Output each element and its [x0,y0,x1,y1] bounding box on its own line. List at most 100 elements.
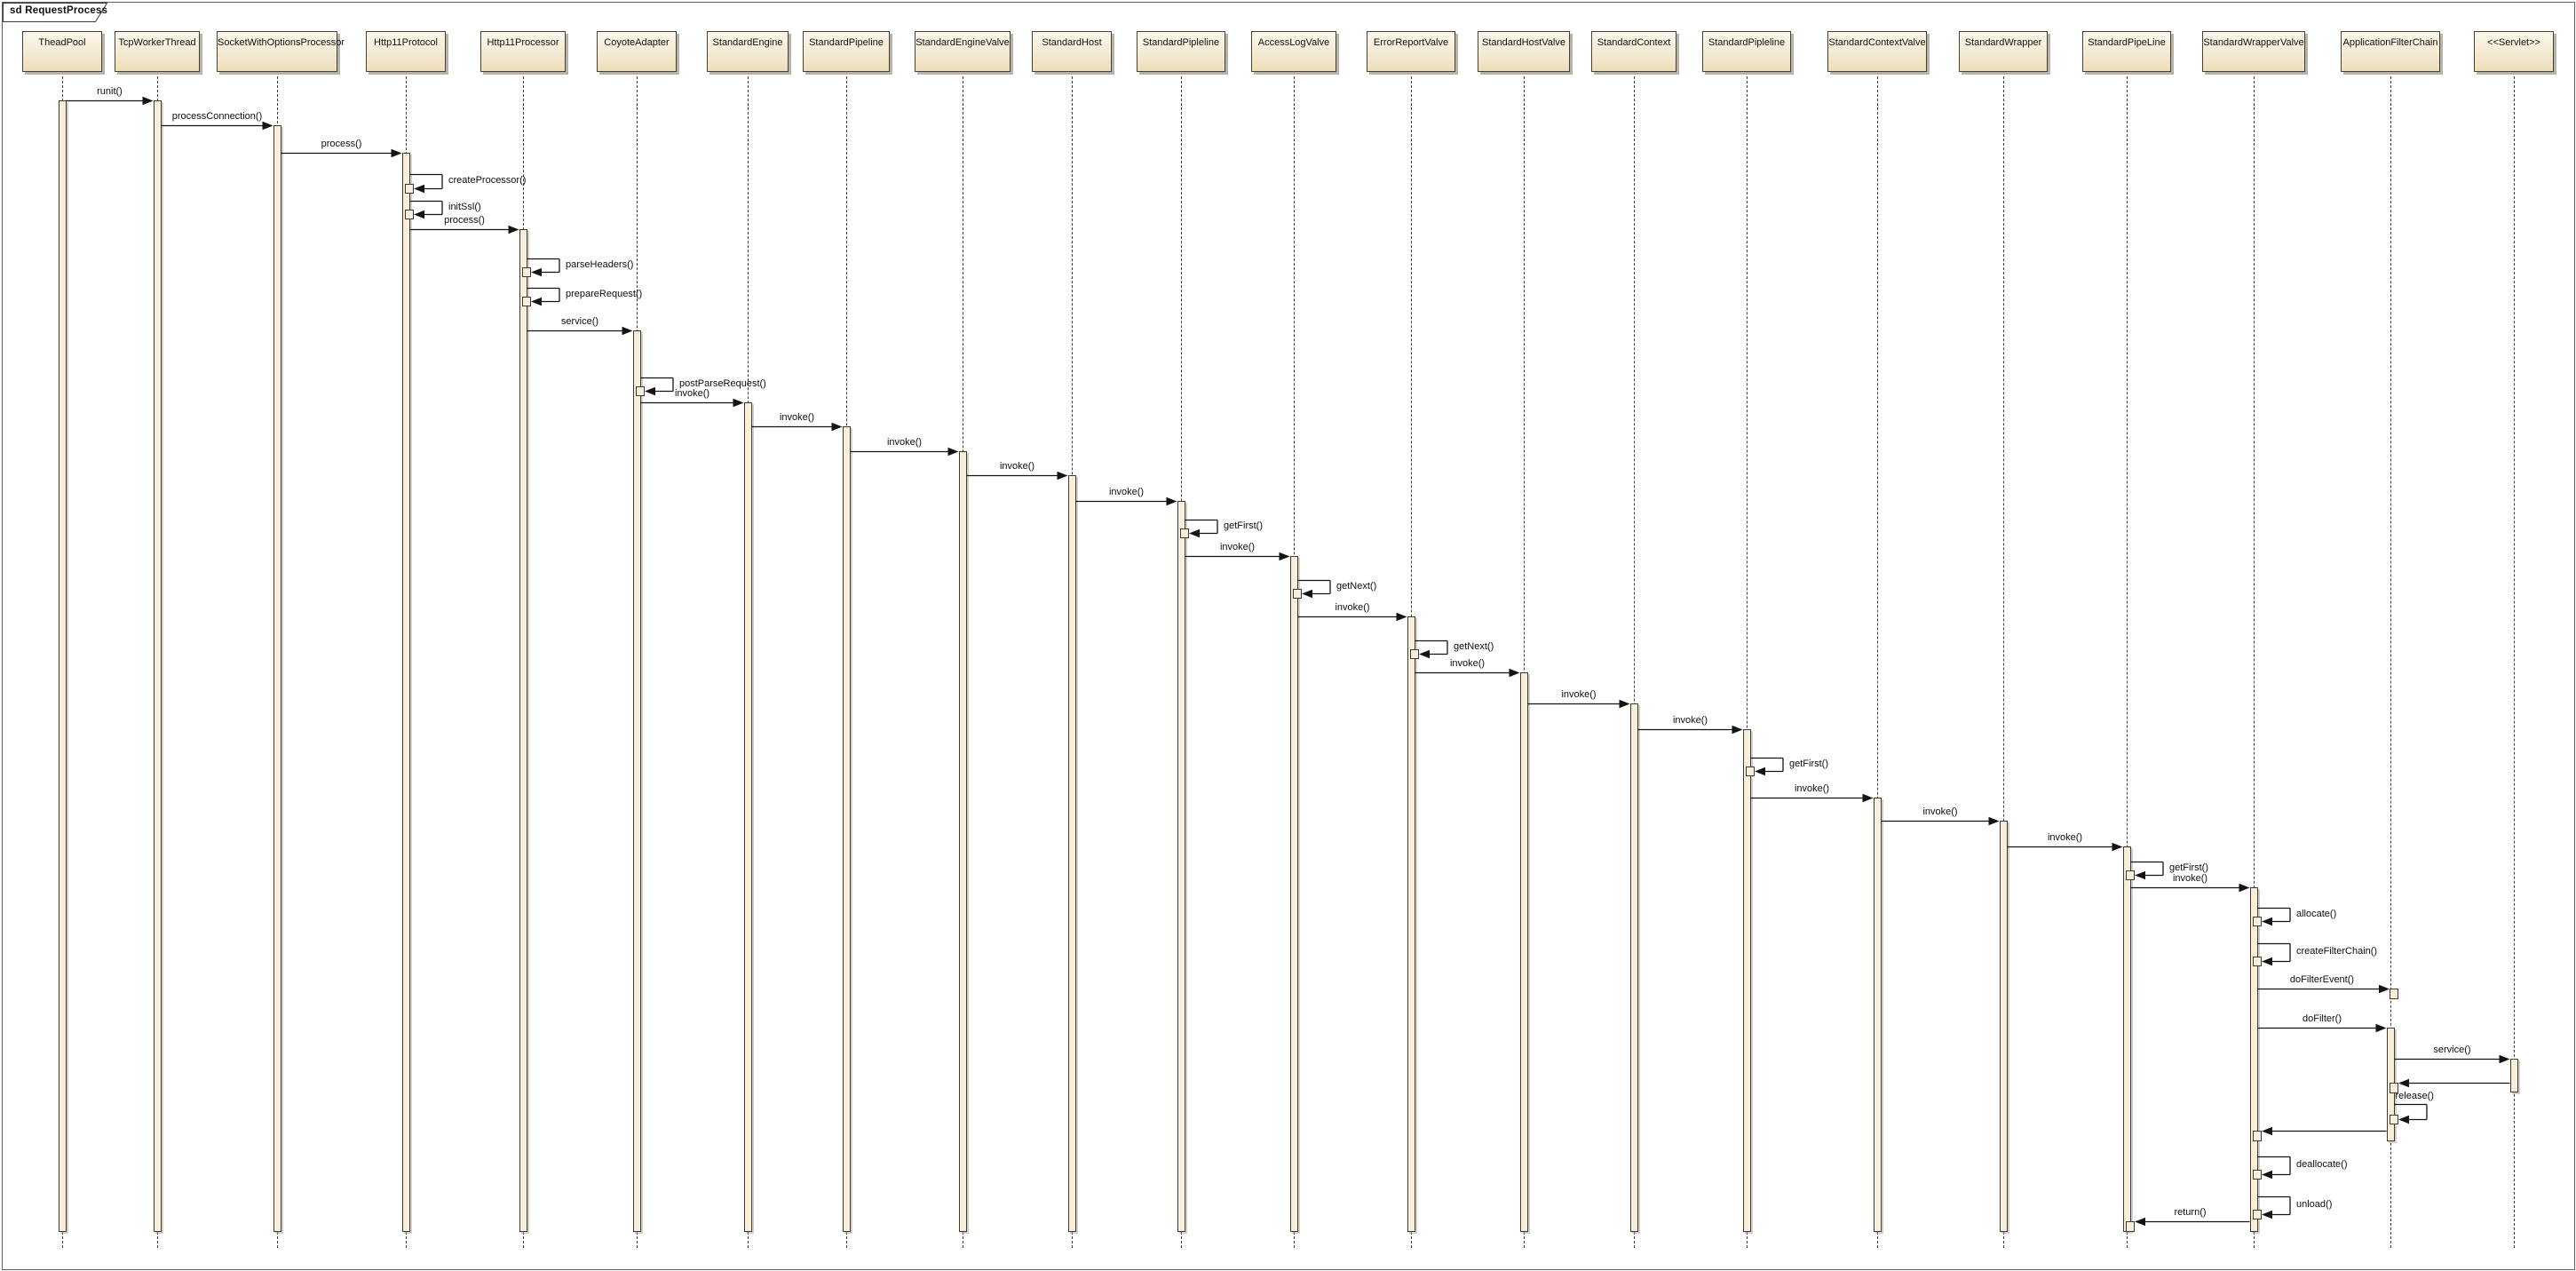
activation-bar-theadpool [58,100,67,1232]
activation-bar-standardengine [743,402,752,1232]
message-label-getnext: getNext() [1336,580,1377,592]
nested-activation [2253,1131,2262,1141]
lifeline-head-http11processor: Http11Processor [480,31,566,72]
lifeline-head-coyoteadapter: CoyoteAdapter [597,31,677,72]
lifeline-line-applicationfilterchain [2390,72,2391,1248]
lifeline-head-errorreportvalve: ErrorReportValve [1367,31,1455,72]
nested-activation [405,210,414,219]
arrowhead-icon [1302,589,1312,599]
lifeline-head-standardcontextvalve: StandardContextValve [1827,31,1927,72]
nested-activation [2390,1115,2398,1124]
message-label-invoke: invoke() [779,412,815,423]
lifeline-name: TheadPool [38,37,86,48]
arrowhead-icon [414,184,424,194]
lifeline-name: StandardEngine [712,37,783,48]
arrowhead-icon [1419,649,1430,659]
frame-label: sd RequestProcess [10,5,108,16]
lifeline-head-tcpworkerthread: TcpWorkerThread [115,31,200,72]
lifeline-line-standardwrapper [2002,72,2004,1248]
message-label-getfirst: getFirst() [1789,758,1828,769]
message-label-service: service() [2433,1045,2471,1055]
activation-bar-standardwrapper [1999,821,2008,1232]
arrowhead-icon [508,225,519,234]
message-label-invoke: invoke() [1219,542,1256,552]
message-label-deallocate: deallocate() [2296,1159,2348,1170]
lifeline-line-standardwrappervalve [2253,72,2255,1248]
arrowhead-icon [2398,1078,2409,1088]
lifeline-head-servlet: <<Servlet>> [2474,31,2554,72]
message-label-allocate: allocate() [2296,908,2337,919]
lifeline-head-standardengine: StandardEngine [707,31,789,72]
arrowhead-icon [733,398,744,408]
arrowhead-icon [1509,668,1520,678]
lifeline-name: ApplicationFilterChain [2342,37,2438,48]
arrowhead-icon [1166,496,1177,506]
arrowhead-icon [2262,957,2272,966]
arrowhead-icon [2262,1126,2272,1136]
lifeline-name: AccessLogValve [1257,37,1330,48]
arrowhead-icon [262,121,273,131]
nested-activation [2126,870,2135,880]
arrowhead-icon [2262,1210,2272,1219]
lifeline-head-standardwrapper: StandardWrapper [1959,31,2048,72]
lifeline-name: StandardWrapper [1964,37,2042,48]
arrowhead-icon [531,297,542,306]
activation-bar-socketwithoptionsprocessor [273,125,281,1232]
nested-activation [2253,957,2262,966]
arrowhead-icon [645,386,655,396]
arrowhead-icon [2112,842,2123,852]
lifeline-head-standardpipleline: StandardPipleline [1137,31,1225,72]
message-label-processconnection: processConnection() [171,111,263,122]
activation-bar-standardpipeline [842,426,851,1232]
message-label-release: release() [2395,1091,2434,1101]
arrowhead-icon [2375,1023,2387,1033]
arrowhead-icon [531,267,542,277]
activation-bar-standardhostvalve [1519,672,1528,1232]
nested-activation [1293,589,1302,599]
lifeline-line-standardcontextvalve [1876,72,1878,1248]
message-label-invoke: invoke() [2172,873,2208,884]
lifeline-head-http11protocol: Http11Protocol [366,31,446,72]
lifeline-name: StandardPipeline [809,37,884,48]
activation-bar-standardpipleline [1742,729,1751,1232]
lifeline-line-standardcontext [1633,72,1635,1248]
message-label-invoke: invoke() [999,461,1035,472]
message-label-getfirst: getFirst() [1224,520,1263,531]
message-label-initssl: initSsl() [448,201,481,212]
message-label-invoke: invoke() [886,437,923,448]
lifeline-line-standardpipleline [1746,72,1748,1248]
activation-bar-standardcontextvalve [1873,798,1882,1232]
arrowhead-icon [391,148,402,158]
nested-activation [2253,1170,2262,1180]
lifeline-head-standardenginevalve: StandardEngineValve [915,31,1011,72]
lifeline-name: ErrorReportValve [1373,37,1449,48]
message-label-invoke: invoke() [1335,602,1370,613]
lifeline-head-socketwithoptionsprocessor: SocketWithOptionsProcessor [217,31,345,72]
arrowhead-icon [1755,767,1765,776]
lifeline-name: TcpWorkerThread [118,37,196,48]
arrowhead-icon [2135,870,2145,880]
activation-bar-servlet [2509,1059,2518,1092]
message-label-process: process() [321,139,362,149]
arrowhead-icon [1279,552,1290,561]
arrowhead-icon [1732,725,1743,735]
lifeline-head-standardcontext: StandardContext [1591,31,1676,72]
nested-activation [2390,989,2398,999]
arrowhead-icon [622,326,633,336]
lifeline-name: StandardEngineValve [915,37,1010,48]
message-label-dofilter: doFilter() [2302,1013,2342,1024]
message-label-dofilterevent: doFilterEvent() [2289,974,2355,985]
arrowhead-icon [1396,612,1407,622]
arrowhead-icon [2262,917,2272,926]
message-label-getnext: getNext() [1454,640,1494,652]
message-label-preparerequest: prepareRequest() [566,288,643,299]
lifeline-head-standardpipeline: StandardPipeLine [2082,31,2171,72]
lifeline-name: StandardHostValve [1482,37,1565,48]
message-label-return: return() [2174,1207,2207,1218]
arrowhead-icon [1862,793,1874,803]
message-label-postparserequest: postParseRequest() [679,377,766,389]
lifeline-head-standardwrappervalve: StandardWrapperValve [2202,31,2305,72]
arrowhead-icon [947,447,959,457]
